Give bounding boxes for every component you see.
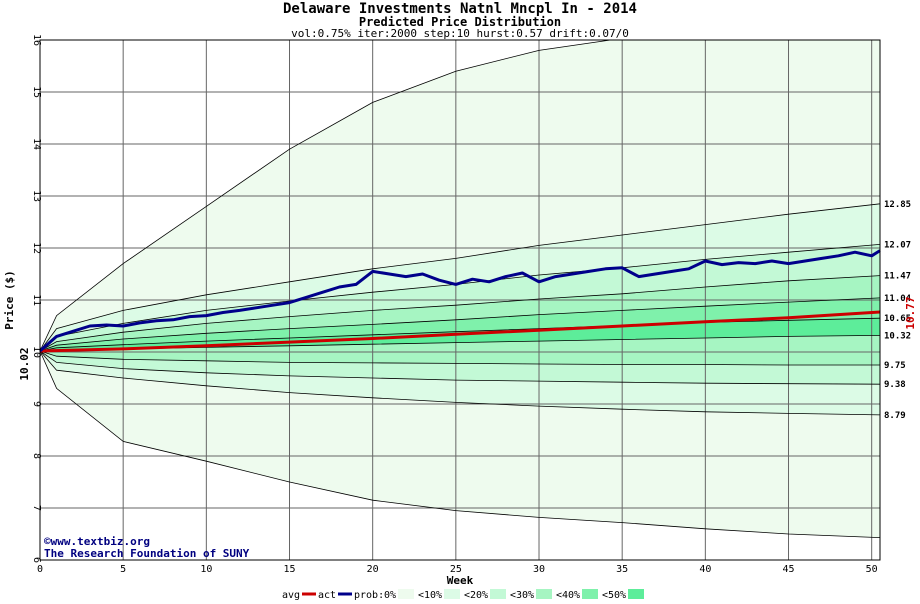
y-tick-9: 9	[31, 401, 42, 407]
x-tick-0: 0	[37, 564, 43, 575]
legend-band-swatch-3	[536, 589, 552, 599]
right-label-2: 11.47	[884, 272, 911, 282]
credit-organization: The Research Foundation of SUNY	[44, 547, 250, 560]
envelope-line-0	[39, 203, 881, 352]
x-axis-label: Week	[447, 574, 474, 587]
legend-band-label-5: <50%	[602, 590, 626, 600]
right-value-labels: 12.85 12.07 11.47 11.04 10.65 10.32 9.75 9.38 8.…	[884, 200, 912, 421]
start-price-label: 10.02	[18, 347, 31, 380]
y-tick-11: 11	[31, 294, 42, 306]
envelope-line-8	[39, 350, 881, 416]
x-tick-5: 5	[120, 564, 126, 575]
legend-band-label-1: <10%	[418, 590, 442, 600]
chart-title: Delaware Investments Natnl Mncpl In - 20…	[283, 1, 637, 17]
y-tick-16: 16	[31, 34, 42, 46]
legend-band-label-4: <40%	[556, 590, 580, 600]
x-tick-40: 40	[699, 564, 711, 575]
series-avg	[39, 310, 881, 353]
envelope-outer-lower	[39, 350, 881, 538]
y-tick-12: 12	[31, 242, 42, 254]
final-actual-label: 10.77	[904, 296, 917, 329]
envelope-outer-upper	[39, 39, 611, 352]
legend-band-swatch-4	[582, 589, 598, 599]
chart-params: vol:0.75% iter:2000 step:10 hurst:0.57 d…	[291, 27, 629, 40]
x-tick-10: 10	[200, 564, 212, 575]
y-tick-8: 8	[31, 453, 42, 459]
right-label-3: 11.04	[884, 294, 912, 304]
y-tick-13: 13	[31, 190, 42, 202]
envelope-line-3	[39, 297, 881, 352]
y-tick-10: 10	[31, 346, 42, 358]
x-tick-labels: 0 5 10 15 20 25 30 35 40 45 50	[37, 564, 878, 575]
envelope-line-7	[39, 350, 881, 385]
series-lines	[39, 249, 881, 353]
x-tick-20: 20	[367, 564, 379, 575]
legend-band-swatch-2	[490, 589, 506, 599]
series-act	[39, 249, 881, 353]
y-tick-6: 6	[31, 557, 42, 563]
y-axis-label: Price ($)	[3, 270, 16, 330]
x-tick-25: 25	[450, 564, 462, 575]
x-tick-45: 45	[782, 564, 794, 575]
envelope-line-6	[39, 350, 880, 366]
plot-frame	[39, 39, 881, 561]
x-tick-50: 50	[866, 564, 878, 575]
y-tick-labels: 6 7 8 9 10 11 12 13 14 15 16	[31, 34, 42, 563]
legend-act-label: act	[318, 590, 336, 600]
credit-website: ©www.textbiz.org	[44, 535, 150, 548]
legend-band-swatch-5	[628, 589, 644, 599]
legend-avg-label: avg	[282, 590, 300, 600]
legend-band-swatch-1	[444, 589, 460, 599]
y-tick-14: 14	[31, 138, 42, 150]
y-tick-15: 15	[31, 86, 42, 98]
x-tick-15: 15	[283, 564, 295, 575]
y-tick-7: 7	[31, 505, 42, 511]
legend-band-label-0: 0%	[384, 590, 396, 600]
envelope-line-2	[39, 275, 881, 352]
right-label-5: 10.32	[884, 331, 911, 341]
x-tick-35: 35	[616, 564, 628, 575]
right-label-0: 12.85	[884, 200, 911, 210]
chart-subtitle: Predicted Price Distribution	[359, 15, 561, 29]
right-label-6: 9.75	[884, 361, 906, 371]
right-label-1: 12.07	[884, 240, 911, 250]
right-label-7: 9.38	[884, 380, 906, 390]
legend-band-label-2: <20%	[464, 590, 488, 600]
right-label-8: 8.79	[884, 411, 906, 421]
right-label-4: 10.65	[884, 314, 911, 324]
legend-prob-label: prob:	[354, 590, 384, 600]
legend-band-swatch-0	[398, 589, 414, 599]
legend: avg act prob: 0% <10% <20% <30% <40% <50%	[282, 589, 644, 601]
x-tick-30: 30	[533, 564, 545, 575]
legend-band-label-3: <30%	[510, 590, 534, 600]
